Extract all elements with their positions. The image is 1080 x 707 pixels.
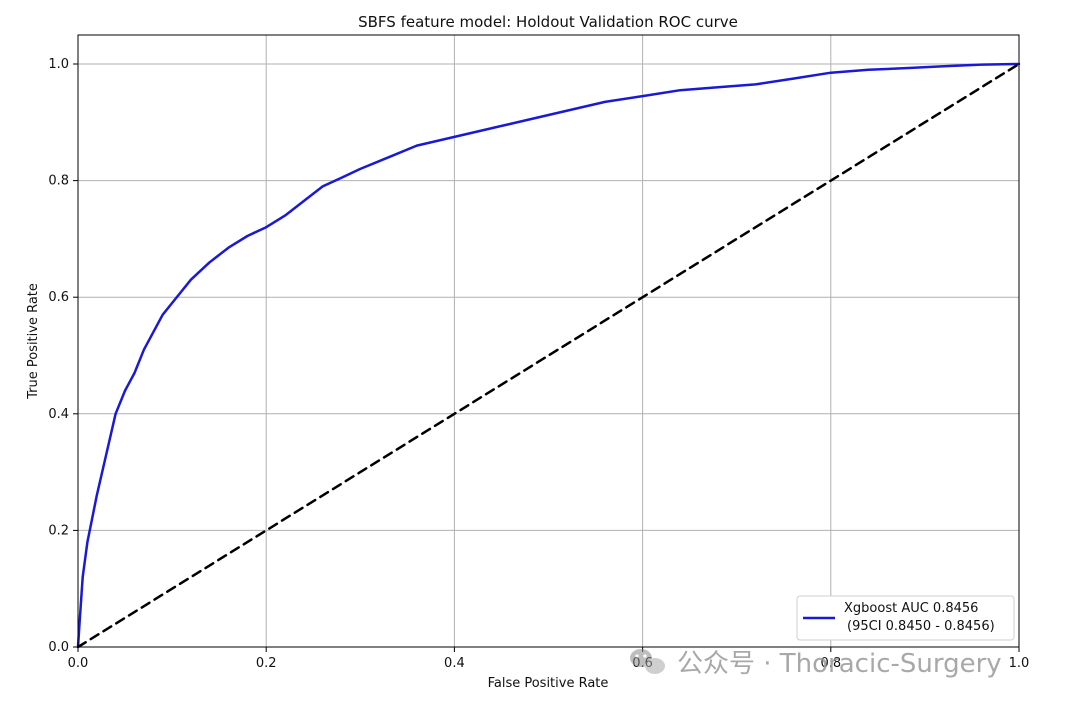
x-tick-label: 0.2 [256, 656, 277, 671]
x-tick-label: 1.0 [1009, 656, 1030, 671]
x-axis-title: False Positive Rate [488, 676, 609, 691]
legend: Xgboost AUC 0.8456 (95CI 0.8450 - 0.8456… [796, 595, 1015, 641]
wechat-icon [630, 649, 665, 674]
legend-label-ci: (95CI 0.8450 - 0.8456) [847, 619, 995, 634]
chart-title: SBFS feature model: Holdout Validation R… [358, 13, 738, 31]
y-tick-label: 0.8 [48, 174, 69, 189]
x-tick-label: 0.4 [444, 656, 465, 671]
x-tick-label: 0.0 [68, 656, 89, 671]
y-tick-label: 1.0 [48, 57, 69, 72]
plot-frame [77, 34, 1020, 648]
y-axis-title: True Positive Rate [26, 283, 41, 400]
chance-diagonal-line [76, 62, 1021, 649]
x-tick-label: 0.8 [820, 656, 841, 671]
legend-label-xgboost: Xgboost AUC 0.8456 [844, 601, 978, 616]
grid [77, 35, 1020, 648]
watermark: 公众号 · Thoracic-Surgery [630, 649, 1002, 679]
y-tick-label: 0.0 [48, 640, 69, 655]
watermark-text: 公众号 · Thoracic-Surgery [677, 649, 1002, 679]
legend-box [796, 595, 1015, 641]
y-tick-label: 0.4 [48, 407, 69, 422]
series-layer [76, 62, 1021, 649]
y-tick-label: 0.6 [48, 290, 69, 305]
y-tick-label: 0.2 [48, 523, 69, 538]
series-line-xgboost [76, 62, 1021, 649]
